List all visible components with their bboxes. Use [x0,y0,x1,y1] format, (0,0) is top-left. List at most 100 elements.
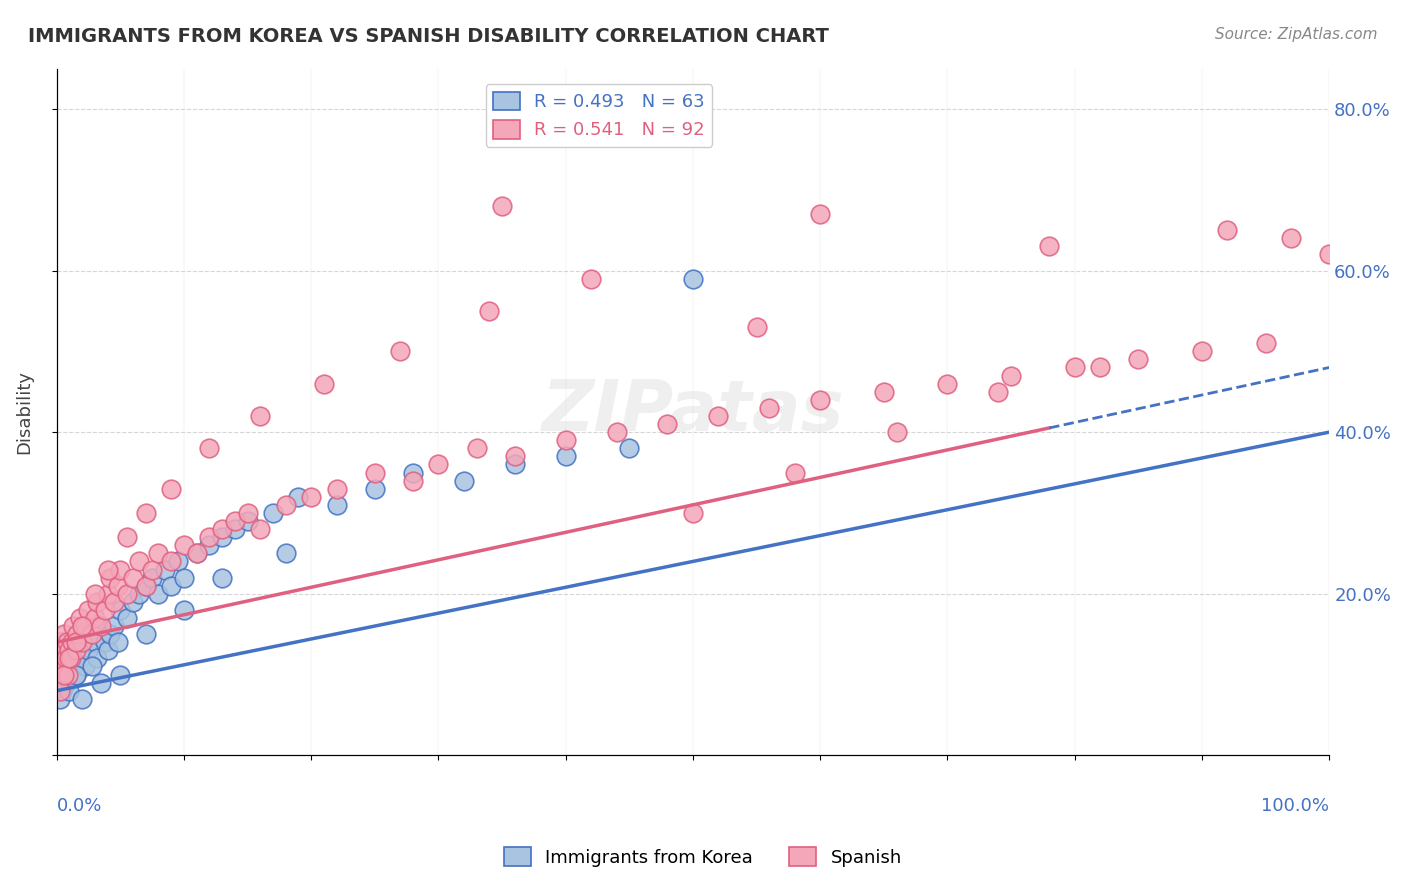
Point [56,635,79,649]
Point [73,659,96,673]
Point [48,667,70,681]
Point [198,538,221,552]
Point [173,603,195,617]
Point [287,490,309,504]
Point [51,683,73,698]
Point [55,675,77,690]
Point [96,643,118,657]
Point [58,651,80,665]
Point [364,482,387,496]
Point [325,498,347,512]
Point [198,530,221,544]
Point [49,691,72,706]
Point [90,619,112,633]
Point [236,506,259,520]
Point [110,603,132,617]
Point [1254,336,1277,351]
Point [56,667,79,681]
Point [1063,360,1085,375]
Point [224,522,246,536]
Point [66,627,89,641]
Point [503,450,526,464]
Point [274,498,297,512]
Point [70,635,93,649]
Point [325,482,347,496]
Point [53,667,76,681]
Point [427,458,450,472]
Point [312,376,335,391]
Point [160,554,183,568]
Point [682,271,704,285]
Point [90,675,112,690]
Point [153,562,176,576]
Point [86,651,108,665]
Point [758,401,780,415]
Point [886,425,908,439]
Point [73,619,96,633]
Point [58,651,80,665]
Point [69,635,91,649]
Point [808,392,831,407]
Point [86,595,108,609]
Point [70,619,93,633]
Point [90,619,112,633]
Point [135,506,157,520]
Point [707,409,730,423]
Point [148,546,170,560]
Point [274,546,297,560]
Point [55,651,77,665]
Point [83,635,105,649]
Point [69,611,91,625]
Point [606,425,628,439]
Point [56,667,79,681]
Point [98,627,121,641]
Point [1279,231,1302,245]
Point [49,635,72,649]
Point [135,579,157,593]
Point [1038,239,1060,253]
Point [783,466,806,480]
Text: 100.0%: 100.0% [1261,797,1329,814]
Point [402,474,425,488]
Point [53,627,76,641]
Point [503,458,526,472]
Point [115,530,138,544]
Point [62,643,84,657]
Point [491,199,513,213]
Point [453,474,475,488]
Point [53,659,76,673]
Point [56,643,79,657]
Point [402,466,425,480]
Point [141,562,163,576]
Point [51,659,73,673]
Text: 0.0%: 0.0% [56,797,103,814]
Point [173,571,195,585]
Point [65,667,87,681]
Point [657,417,679,431]
Point [48,651,70,665]
Point [873,384,896,399]
Y-axis label: Disability: Disability [15,370,32,454]
Point [249,522,271,536]
Point [478,304,501,318]
Point [58,643,80,657]
Point [682,506,704,520]
Point [936,376,959,391]
Point [262,506,284,520]
Point [94,603,117,617]
Point [80,627,103,641]
Point [211,571,233,585]
Point [77,643,100,657]
Point [83,587,105,601]
Point [49,651,72,665]
Point [619,442,641,456]
Point [135,579,157,593]
Point [96,562,118,576]
Point [65,643,87,657]
Point [82,659,104,673]
Point [299,490,322,504]
Point [1088,360,1111,375]
Point [1317,247,1340,261]
Point [173,538,195,552]
Point [58,683,80,698]
